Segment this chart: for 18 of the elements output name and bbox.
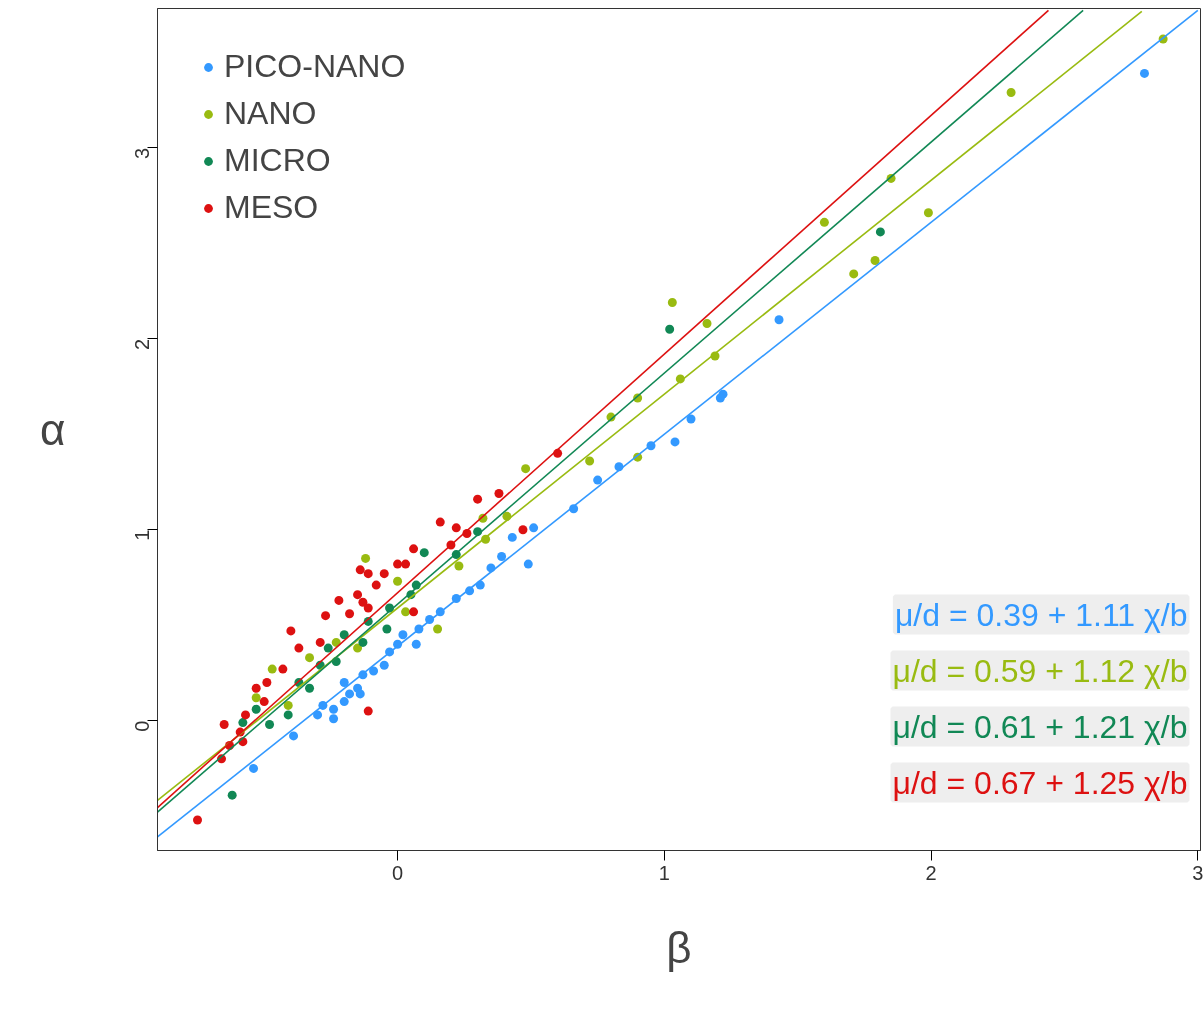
annotation: μ/d = 0.39 + 1.11 χ/b (894, 596, 1188, 633)
x-tick-label: 1 (658, 861, 670, 884)
legend-label: NANO (224, 95, 317, 132)
y-axis-title: α (40, 405, 66, 454)
annotation: μ/d = 0.61 + 1.21 χ/b (892, 708, 1188, 745)
x-tick-label: 0 (392, 861, 404, 884)
x-tick-label: 2 (925, 861, 937, 884)
legend-label: PICO-NANO (224, 48, 406, 85)
annotation: μ/d = 0.67 + 1.25 χ/b (892, 764, 1188, 801)
y-tick-label: 3 (131, 147, 154, 159)
y-tick-label: 1 (131, 529, 154, 541)
y-tick-label: 2 (131, 338, 154, 350)
annotation: μ/d = 0.59 + 1.12 χ/b (892, 652, 1188, 689)
legend-label: MESO (224, 189, 319, 226)
legend-label: MICRO (224, 142, 331, 179)
x-axis-title: β (666, 922, 692, 972)
x-tick-label: 3 (1192, 861, 1204, 884)
y-tick-label: 0 (131, 720, 154, 732)
